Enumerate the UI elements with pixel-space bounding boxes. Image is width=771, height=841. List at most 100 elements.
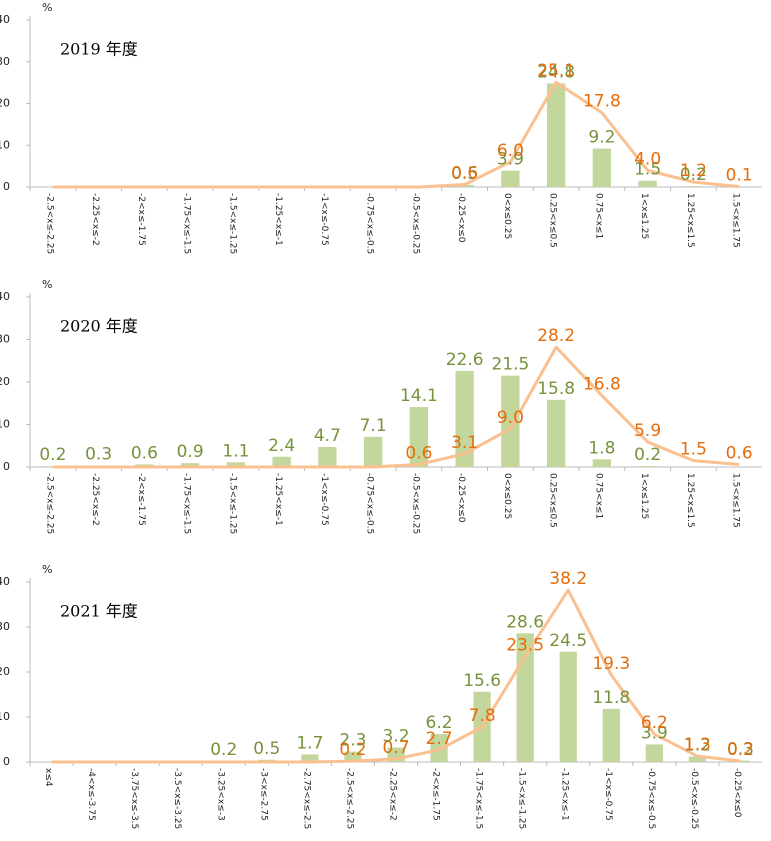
data-label: 0.2 [727,740,754,760]
bar [602,708,620,762]
data-label: 16.8 [583,375,621,395]
data-label: 6.2 [641,713,668,733]
x-tick-label: 0<x≤0.25 [502,473,512,519]
x-tick-label: 1<x≤1.25 [639,193,649,239]
y-tick-label: 40 [0,290,10,303]
bar [501,375,520,467]
data-label: 22.6 [446,350,484,370]
x-tick-label: 1.25<x≤1.5 [685,193,695,248]
chart-title: 2021 年度 [60,602,138,621]
data-label: 0.5 [253,739,280,759]
y-tick-label: 40 [0,575,10,588]
x-tick-label: -1.5<x≤-1.25 [517,768,527,829]
data-label: 0.5 [451,164,478,184]
data-label: 5.9 [634,421,661,441]
data-label: 0.2 [634,445,661,465]
bar [501,170,520,187]
data-label: 3.9 [641,723,668,743]
data-label: 0.6 [131,443,158,463]
data-label: 2.7 [426,729,453,749]
x-tick-label: -2<x≤-1.75 [136,473,146,526]
data-label: 15.8 [537,379,575,399]
bar [363,436,383,467]
bar [430,734,448,762]
x-tick-label: -0.75<x≤-0.5 [365,193,375,254]
unit-label: % [42,563,52,576]
x-tick-label: -0.25<x≤0 [456,193,466,243]
x-tick-label: -2.25<x≤-2 [388,768,398,821]
data-label: 21.5 [491,355,529,375]
x-tick-label: -1.75<x≤-1.5 [182,473,192,534]
bar [559,651,577,762]
x-tick-label: -2.25<x≤-2 [90,193,100,246]
line [52,80,740,189]
data-label: 0.6 [405,443,432,463]
data-label: 1.2 [680,161,707,181]
line [52,345,740,469]
chart-title: 2020 年度 [60,317,138,336]
bar [180,463,200,467]
bar [688,756,707,762]
y-tick-label: 10 [0,138,10,151]
data-label: 6.0 [497,141,524,161]
x-tick-label: -1<x≤-0.75 [319,473,329,526]
data-label: 0.3 [727,740,754,760]
x-tick-label: 0.75<x≤1 [593,473,603,519]
x-tick-label: -2<x≤-1.75 [431,768,441,821]
data-label: 25.1 [537,61,575,81]
data-label: 19.3 [592,654,630,674]
data-label: 2.3 [339,731,366,751]
x-tick-label: -1.25<x≤-1 [273,193,283,246]
data-label: 0.2 [339,740,366,760]
x-tick-label: -1.25<x≤-1 [560,768,570,821]
bar [731,760,750,762]
bar [409,407,429,467]
x-tick-label: 0<x≤0.25 [502,193,512,239]
bar [638,466,657,467]
x-tick-label: 1.25<x≤1.5 [685,473,695,528]
x-tick-label: -0.5<x≤-0.25 [410,473,420,534]
bar [546,399,566,467]
data-label: 1.7 [296,733,323,753]
chart-title: 2019 年度 [60,40,138,59]
data-label: 0.7 [382,738,409,758]
data-label: 0.2 [680,165,707,185]
x-tick-label: 0.25<x≤0.5 [548,473,558,528]
x-tick-label: -1.5<x≤-1.25 [227,193,237,254]
bar [592,459,612,467]
bar [638,180,657,187]
data-label: 2.4 [268,436,295,456]
x-tick-label: -3<x≤-2.75 [258,768,268,821]
data-label: 28.6 [506,612,544,632]
x-tick-label: -2.5<x≤-2.25 [344,768,354,829]
data-label: 3.9 [497,150,524,170]
unit-label: % [42,1,52,14]
data-label: 0.3 [85,445,112,465]
x-tick-label: -0.25<x≤0 [456,473,466,523]
y-tick-label: 0 [3,755,10,768]
data-label: 38.2 [549,569,587,589]
x-tick-label: 1.5<x≤1.75 [731,473,741,528]
y-tick-label: 30 [0,620,10,633]
bar [455,370,474,467]
bar [684,186,703,187]
data-label: 1.3 [684,735,711,755]
x-tick-label: -0.5<x≤-0.25 [689,768,699,829]
x-tick-label: -0.25<x≤0 [732,768,742,818]
bar [226,462,246,467]
line [51,588,741,764]
y-tick-label: 20 [0,97,10,110]
x-tick-label: 1<x≤1.25 [639,473,649,519]
x-tick-label: x≤4 [43,768,53,787]
x-tick-label: -2.25<x≤-2 [90,473,100,526]
data-label: 28.2 [537,326,575,346]
data-label: 1.1 [222,441,249,461]
x-tick-label: -2.5<x≤-2.25 [44,473,54,534]
data-label: 24.5 [549,631,587,651]
y-tick-label: 30 [0,55,10,68]
data-label: 7.1 [360,416,387,436]
data-label: 0.6 [726,443,753,463]
x-tick-label: -2<x≤-1.75 [136,193,146,246]
y-tick-label: 0 [3,180,10,193]
y-tick-label: 30 [0,333,10,346]
